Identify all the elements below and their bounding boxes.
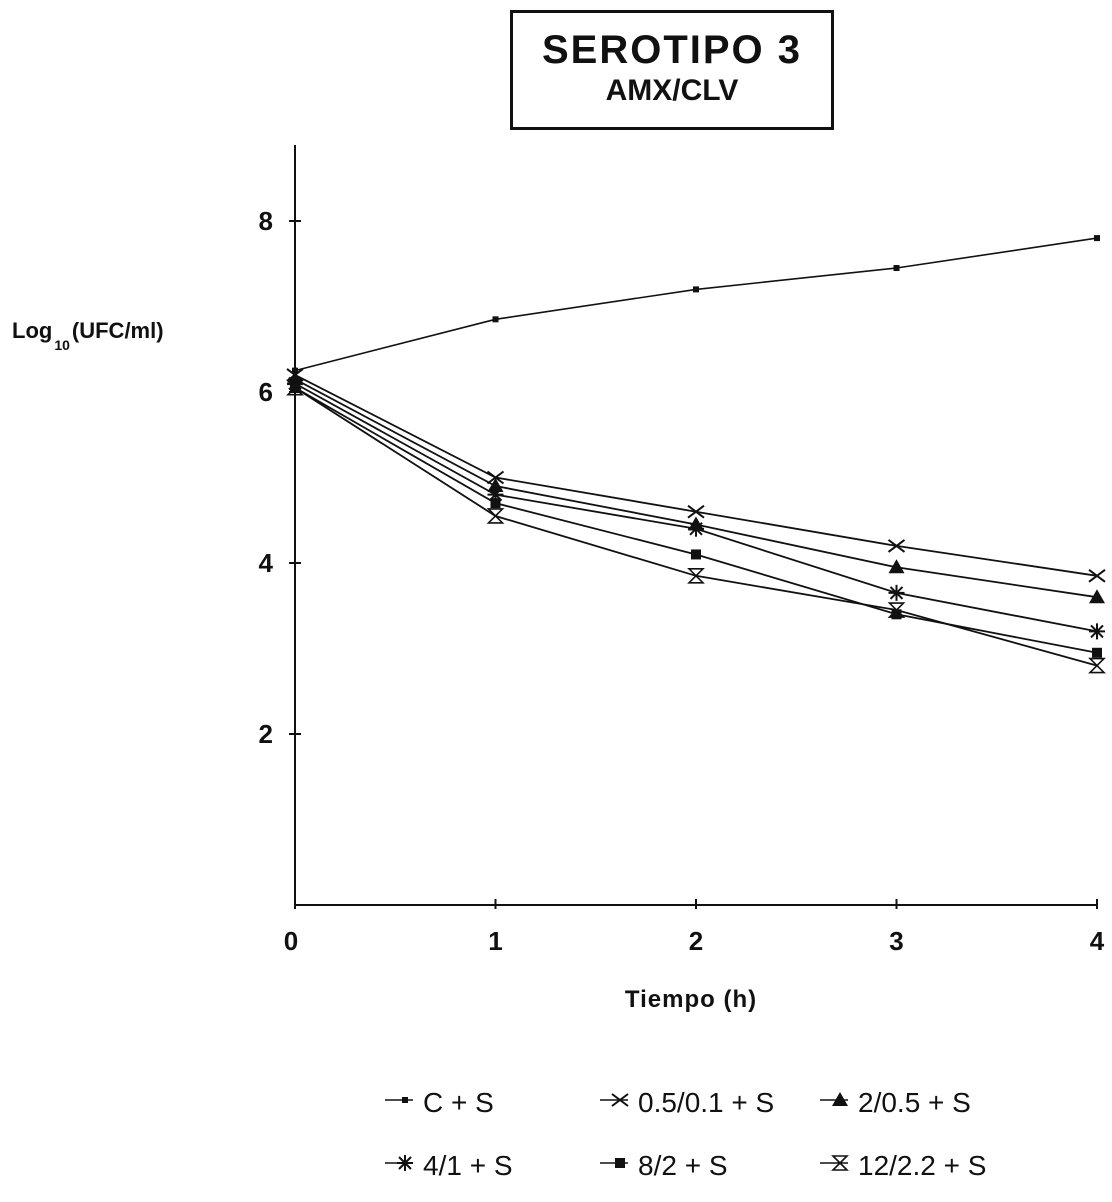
data-point-series-4 (487, 486, 504, 503)
data-point-series-3 (487, 478, 504, 493)
x-tick-label: 3 (889, 926, 903, 956)
legend-marker (831, 1155, 849, 1171)
data-point-series-6 (286, 379, 304, 396)
y-tick-label: 2 (259, 719, 273, 749)
y-axis-label-subscript: 10 (54, 337, 70, 353)
x-axis-label: Tiempo (h) (624, 986, 758, 1013)
data-point-series-4 (688, 520, 704, 537)
data-point-series-5 (891, 609, 902, 620)
legend-marker (397, 1155, 413, 1171)
data-point-series-4 (888, 584, 905, 601)
y-tick-label: 8 (259, 206, 273, 236)
data-point-series-2 (486, 470, 505, 485)
data-point-series-2 (887, 539, 906, 553)
data-point-series-6 (887, 602, 906, 618)
y-axis-label: Log10(UFC/ml) (12, 318, 164, 353)
data-point-series-4 (1089, 623, 1105, 640)
series-line-4 (294, 382, 1098, 633)
data-point-series-5 (691, 549, 701, 560)
x-tick-label: 2 (689, 926, 703, 956)
legend-entry-label: C + S (423, 1087, 494, 1118)
legend-marker (832, 1092, 848, 1106)
x-tick-label: 4 (1090, 926, 1105, 956)
data-point-series-1 (893, 265, 900, 272)
legend-entry-label: 4/1 + S (423, 1150, 513, 1181)
data-point-series-1 (292, 367, 298, 374)
data-point-series-6 (1088, 657, 1106, 674)
series-line-1 (294, 237, 1098, 372)
data-point-series-2 (687, 504, 705, 519)
x-tick-label: 0 (284, 926, 298, 956)
legend-entry-label: 0.5/0.1 + S (638, 1087, 774, 1118)
y-axis-label-main: Log (12, 318, 53, 343)
chart-subtitle: AMX/CLV (605, 74, 739, 107)
legend-entry-label: 2/0.5 + S (858, 1087, 971, 1118)
chart-title: SEROTIPO 3 (541, 28, 803, 72)
legend-entry-label: 8/2 + S (638, 1150, 728, 1181)
x-tick-label: 1 (488, 926, 502, 956)
data-point-series-3 (888, 559, 905, 574)
data-point-series-6 (687, 568, 705, 584)
data-point-series-3 (1089, 589, 1105, 604)
y-tick-label: 4 (259, 548, 274, 578)
y-tick-label: 6 (259, 377, 273, 407)
y-axis-label-unit: (UFC/ml) (71, 318, 164, 343)
legend-marker (402, 1097, 408, 1103)
data-point-series-5 (1092, 647, 1102, 658)
legend-entry-label: 12/2.2 + S (858, 1150, 986, 1181)
legend-marker (611, 1093, 629, 1107)
series-line-2 (294, 374, 1098, 577)
legend-marker (615, 1158, 625, 1168)
data-point-series-2 (1088, 569, 1106, 583)
data-point-series-5 (490, 498, 501, 509)
chart-title-box: SEROTIPO 3 AMX/CLV (510, 10, 834, 130)
data-point-series-1 (492, 316, 499, 323)
series-line-3 (294, 378, 1098, 599)
data-point-series-6 (486, 508, 505, 524)
data-point-series-1 (1094, 235, 1100, 242)
data-point-series-1 (693, 286, 699, 293)
